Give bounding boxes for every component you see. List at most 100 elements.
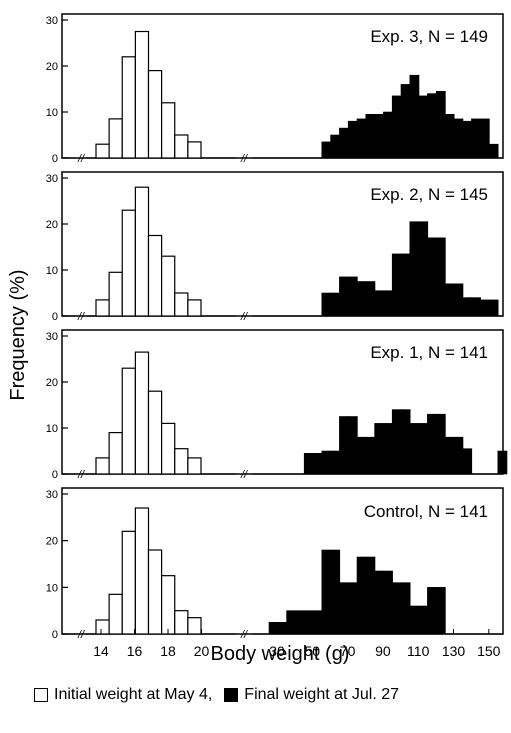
final-bar <box>286 610 297 635</box>
final-bar <box>321 549 332 635</box>
final-bar <box>427 413 437 475</box>
initial-bar <box>108 271 123 317</box>
initial-bar <box>161 575 176 635</box>
final-bar <box>374 290 385 317</box>
initial-bar <box>174 134 189 159</box>
axis-break: // <box>77 629 85 641</box>
final-bar <box>418 605 429 635</box>
final-bar <box>356 281 367 317</box>
final-bar <box>383 423 393 475</box>
final-bar <box>356 556 367 635</box>
final-bar <box>427 587 437 635</box>
legend-initial-label: Initial weight at May 4, <box>54 686 213 703</box>
final-bar <box>462 297 473 317</box>
initial-bar <box>187 299 202 317</box>
final-bar <box>321 292 332 317</box>
initial-bar <box>95 457 110 475</box>
final-bar <box>339 127 349 159</box>
axis-break: // <box>77 153 85 165</box>
y-tick-label: 30 <box>46 489 58 501</box>
initial-bar <box>147 549 163 635</box>
final-bar <box>330 450 341 475</box>
panel-label: Exp. 2, N = 145 <box>370 185 488 204</box>
x-tick-label: 90 <box>375 643 391 659</box>
x-tick-label: 20 <box>194 643 210 659</box>
initial-bar <box>108 118 123 159</box>
final-bar <box>444 114 455 159</box>
final-bar <box>374 570 385 635</box>
initial-bar <box>108 432 123 475</box>
panel-0: 0 10 20 30 // // Exp. 3, N = 149 <box>46 13 504 165</box>
final-bar <box>347 416 358 475</box>
initial-bar <box>187 457 202 475</box>
final-bar <box>391 582 402 635</box>
final-bar <box>383 570 393 635</box>
x-tick-label: 18 <box>160 643 176 659</box>
final-bar <box>365 436 376 475</box>
final-bar <box>374 423 385 475</box>
y-tick-label: 30 <box>46 331 58 343</box>
x-axis: 14 16 18 20 30 50 70 90 110 130 150 <box>93 629 501 659</box>
panel-2: 0 10 20 30 // // Exp. 1, N = 141 <box>46 329 508 481</box>
initial-bar <box>95 619 110 635</box>
legend-final-label: Final weight at Jul. 27 <box>244 686 400 703</box>
final-bar <box>497 450 508 475</box>
y-tick-label: 0 <box>52 153 58 165</box>
final-bar <box>444 436 455 475</box>
final-bar <box>418 221 429 317</box>
initial-bar <box>174 448 189 475</box>
initial-bar <box>121 209 136 317</box>
final-bar <box>444 283 455 317</box>
final-bar <box>330 549 341 635</box>
initial-bar <box>161 422 176 475</box>
y-tick-label: 20 <box>46 61 58 73</box>
y-tick-label: 20 <box>46 377 58 389</box>
final-bar <box>339 276 349 317</box>
final-bar <box>339 416 349 475</box>
initial-bar <box>134 351 150 475</box>
initial-bar <box>134 30 150 159</box>
x-axis-label: Body weight (g) <box>211 643 350 665</box>
final-bar <box>330 134 341 159</box>
final-bar <box>418 423 429 475</box>
final-bar <box>365 556 376 635</box>
y-tick-label: 10 <box>46 265 58 277</box>
final-bar <box>409 423 420 475</box>
final-bar <box>479 299 490 317</box>
panel-label: Control, N = 141 <box>364 502 488 521</box>
final-bar <box>330 292 341 317</box>
panel-label: Exp. 3, N = 149 <box>370 27 488 46</box>
axis-break: // <box>240 629 248 641</box>
final-bar <box>356 118 367 159</box>
x-tick-label: 30 <box>269 643 285 659</box>
y-tick-label: 30 <box>46 173 58 185</box>
x-tick-label: 130 <box>442 643 466 659</box>
initial-bar <box>121 367 136 475</box>
final-bar <box>383 111 393 159</box>
final-bar <box>391 253 402 317</box>
final-bar <box>400 84 411 159</box>
final-bar <box>435 587 446 635</box>
initial-bar <box>187 141 202 159</box>
y-tick-label: 10 <box>46 423 58 435</box>
final-bar <box>462 448 473 475</box>
y-tick-label: 0 <box>52 311 58 323</box>
y-tick-label: 20 <box>46 536 58 548</box>
final-bar <box>409 74 420 159</box>
initial-bar <box>147 390 163 475</box>
final-bar <box>339 582 349 635</box>
final-bar <box>479 118 490 159</box>
final-bar <box>409 221 420 317</box>
final-bar <box>391 95 402 159</box>
final-bar <box>427 93 437 159</box>
initial-bar <box>187 617 202 635</box>
y-tick-label: 30 <box>46 15 58 27</box>
axis-break: // <box>77 469 85 481</box>
legend: Initial weight at May 4, Final weight at… <box>34 680 504 710</box>
final-bar <box>453 436 464 475</box>
initial-bar <box>134 507 150 635</box>
final-bar <box>471 118 481 159</box>
final-bar <box>321 141 332 159</box>
final-bar <box>356 436 367 475</box>
x-tick-label: 150 <box>477 643 501 659</box>
